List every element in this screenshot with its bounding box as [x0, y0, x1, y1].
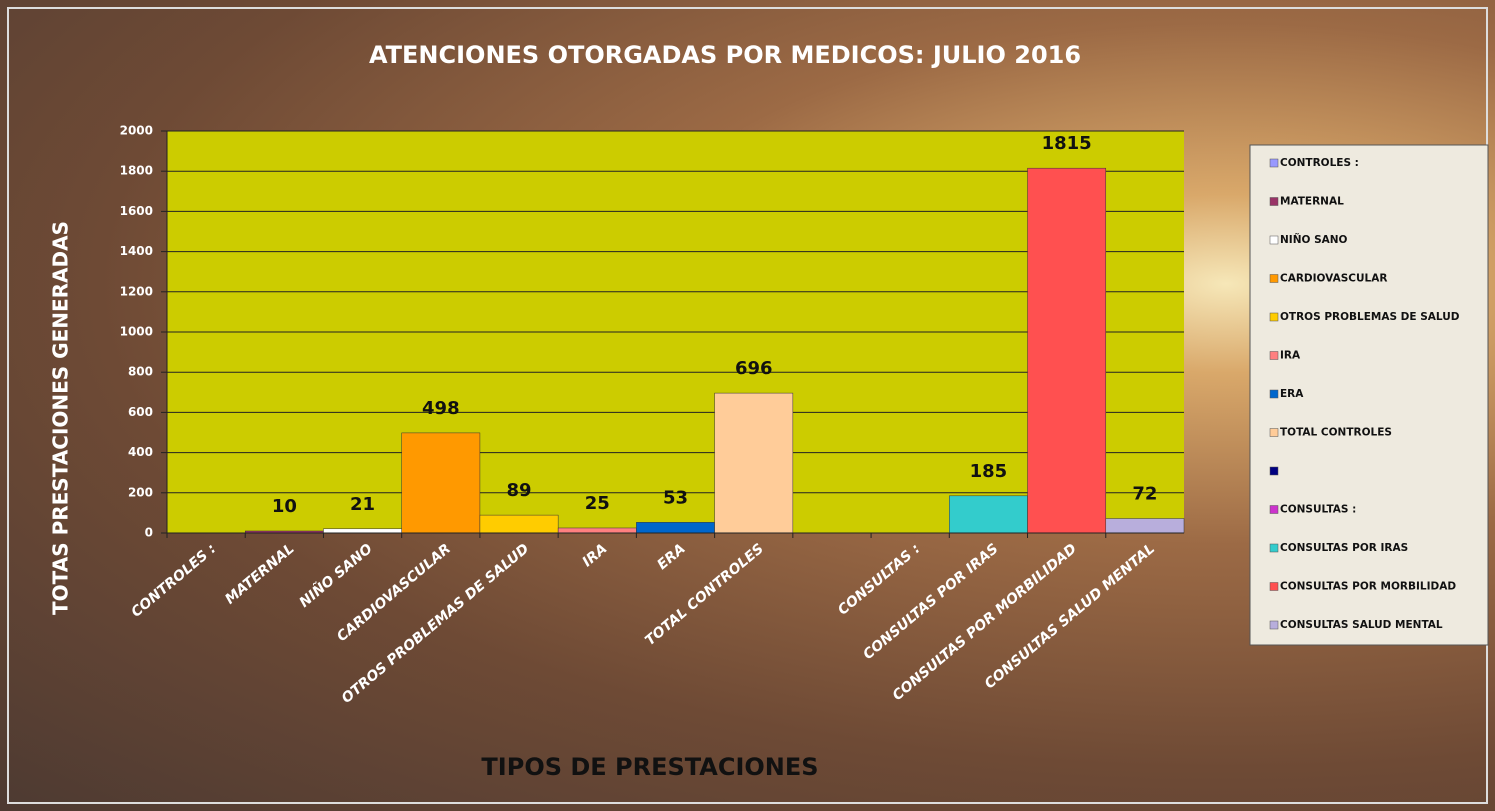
chart-title: ATENCIONES OTORGADAS POR MEDICOS: JULIO … [369, 41, 1081, 69]
legend-swatch [1269, 312, 1279, 322]
y-tick-label: 1400 [120, 244, 153, 258]
bar [557, 527, 637, 534]
legend-swatch [1269, 543, 1279, 553]
legend-swatch [1269, 389, 1279, 399]
legend-swatch [1269, 274, 1279, 283]
data-label: 185 [970, 461, 1008, 482]
legend-label: TOTAL CONTROLES [1280, 427, 1392, 439]
x-tick-label: IRA [580, 541, 611, 571]
x-tick-label: CONTROLES : [128, 541, 219, 621]
x-tick-label: ERA [654, 541, 688, 573]
bar [401, 432, 481, 534]
data-label: 53 [663, 487, 688, 508]
legend-label: CONSULTAS : [1280, 504, 1356, 516]
y-tick-label: 1800 [120, 164, 153, 178]
legend-label: IRA [1280, 350, 1301, 362]
data-label: 25 [585, 493, 610, 514]
legend-swatch [1269, 466, 1279, 476]
legend-swatch [1269, 235, 1279, 245]
y-tick-label: 200 [128, 485, 153, 499]
x-tick-label: NIÑO SANO [296, 540, 376, 611]
bar [714, 392, 794, 534]
bar [323, 528, 402, 534]
y-tick-label: 1600 [120, 204, 153, 218]
y-tick-label: 1000 [120, 325, 153, 339]
data-label: 89 [507, 480, 532, 501]
bar [1027, 167, 1107, 534]
y-tick-label: 1200 [120, 284, 153, 298]
data-label: 10 [272, 496, 297, 517]
legend-swatch [1269, 197, 1279, 206]
y-axis-label: TOTAS PRESTACIONES GENERADAS [49, 221, 73, 615]
data-label: 696 [735, 358, 773, 379]
legend-label: CARDIOVASCULAR [1280, 273, 1387, 285]
data-label: 498 [422, 398, 460, 419]
data-label: 72 [1132, 484, 1157, 505]
data-label: 1815 [1042, 133, 1092, 154]
x-tick-label: CONSULTAS POR IRAS [860, 541, 1001, 663]
legend-swatch [1269, 505, 1279, 514]
legend-label: MATERNAL [1280, 196, 1344, 208]
legend-label: CONTROLES : [1280, 157, 1359, 169]
x-axis-label: TIPOS DE PRESTACIONES [481, 753, 818, 781]
bar [479, 514, 559, 534]
legend-swatch [1269, 158, 1279, 168]
bar [636, 522, 715, 534]
x-tick-label: CONSULTAS : [835, 541, 923, 619]
legend-label: CONSULTAS POR MORBILIDAD [1280, 581, 1456, 593]
y-tick-label: 800 [128, 365, 153, 379]
legend-swatch [1269, 428, 1279, 437]
bar [949, 495, 1028, 534]
legend-swatch [1269, 620, 1279, 630]
y-tick-label: 400 [128, 445, 153, 459]
x-tick-label: MATERNAL [222, 541, 297, 608]
x-tick-label: CONSULTAS SALUD MENTAL [982, 541, 1158, 692]
legend-label: NIÑO SANO [1280, 233, 1348, 246]
y-tick-label: 600 [128, 405, 153, 419]
legend-swatch [1269, 582, 1279, 591]
data-label: 21 [350, 494, 375, 515]
legend-label: CONSULTAS POR IRAS [1280, 542, 1408, 554]
bar [1105, 518, 1185, 534]
legend-label: CONSULTAS SALUD MENTAL [1280, 619, 1443, 631]
legend [1249, 144, 1489, 646]
legend-swatch [1269, 351, 1279, 360]
y-tick-label: 0 [145, 526, 153, 540]
legend-label: OTROS PROBLEMAS DE SALUD [1280, 311, 1460, 323]
legend-label: ERA [1280, 388, 1304, 400]
y-tick-label: 2000 [120, 124, 153, 138]
